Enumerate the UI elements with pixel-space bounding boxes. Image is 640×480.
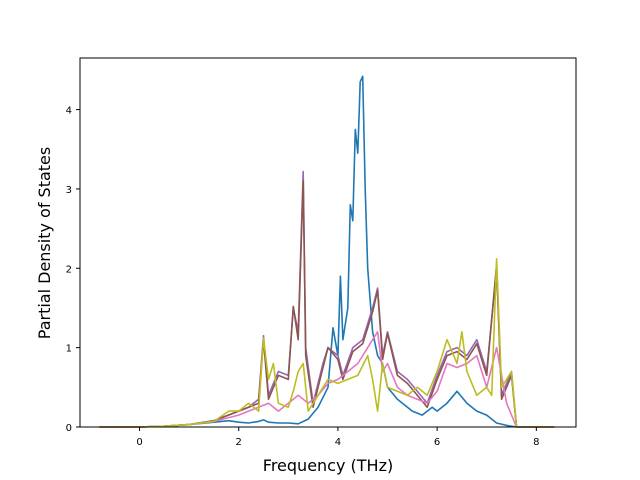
x-axis-label: Frequency (THz) — [263, 456, 393, 475]
series-line-3 — [99, 180, 555, 428]
series-line-4 — [99, 330, 555, 428]
x-tick-label: 0 — [136, 437, 142, 448]
x-axis: 0 2 4 6 8 — [136, 427, 540, 448]
x-tick-label: 6 — [434, 437, 440, 448]
x-tick-label: 4 — [335, 437, 341, 448]
plot-frame — [79, 57, 577, 428]
y-tick-label: 4 — [66, 106, 72, 117]
y-tick-label: 1 — [66, 344, 72, 355]
series-line-2 — [99, 170, 555, 428]
x-tick-label: 2 — [236, 437, 242, 448]
y-axis: 0 1 2 3 4 — [66, 106, 80, 434]
plot-series-group — [99, 75, 555, 428]
y-tick-label: 2 — [66, 264, 72, 275]
series-line-1 — [99, 75, 555, 428]
series-line-5 — [99, 257, 555, 428]
y-tick-label: 0 — [66, 423, 72, 434]
y-tick-label: 3 — [66, 185, 72, 196]
y-axis-label: Partial Density of States — [35, 147, 54, 339]
x-tick-label: 8 — [533, 437, 539, 448]
